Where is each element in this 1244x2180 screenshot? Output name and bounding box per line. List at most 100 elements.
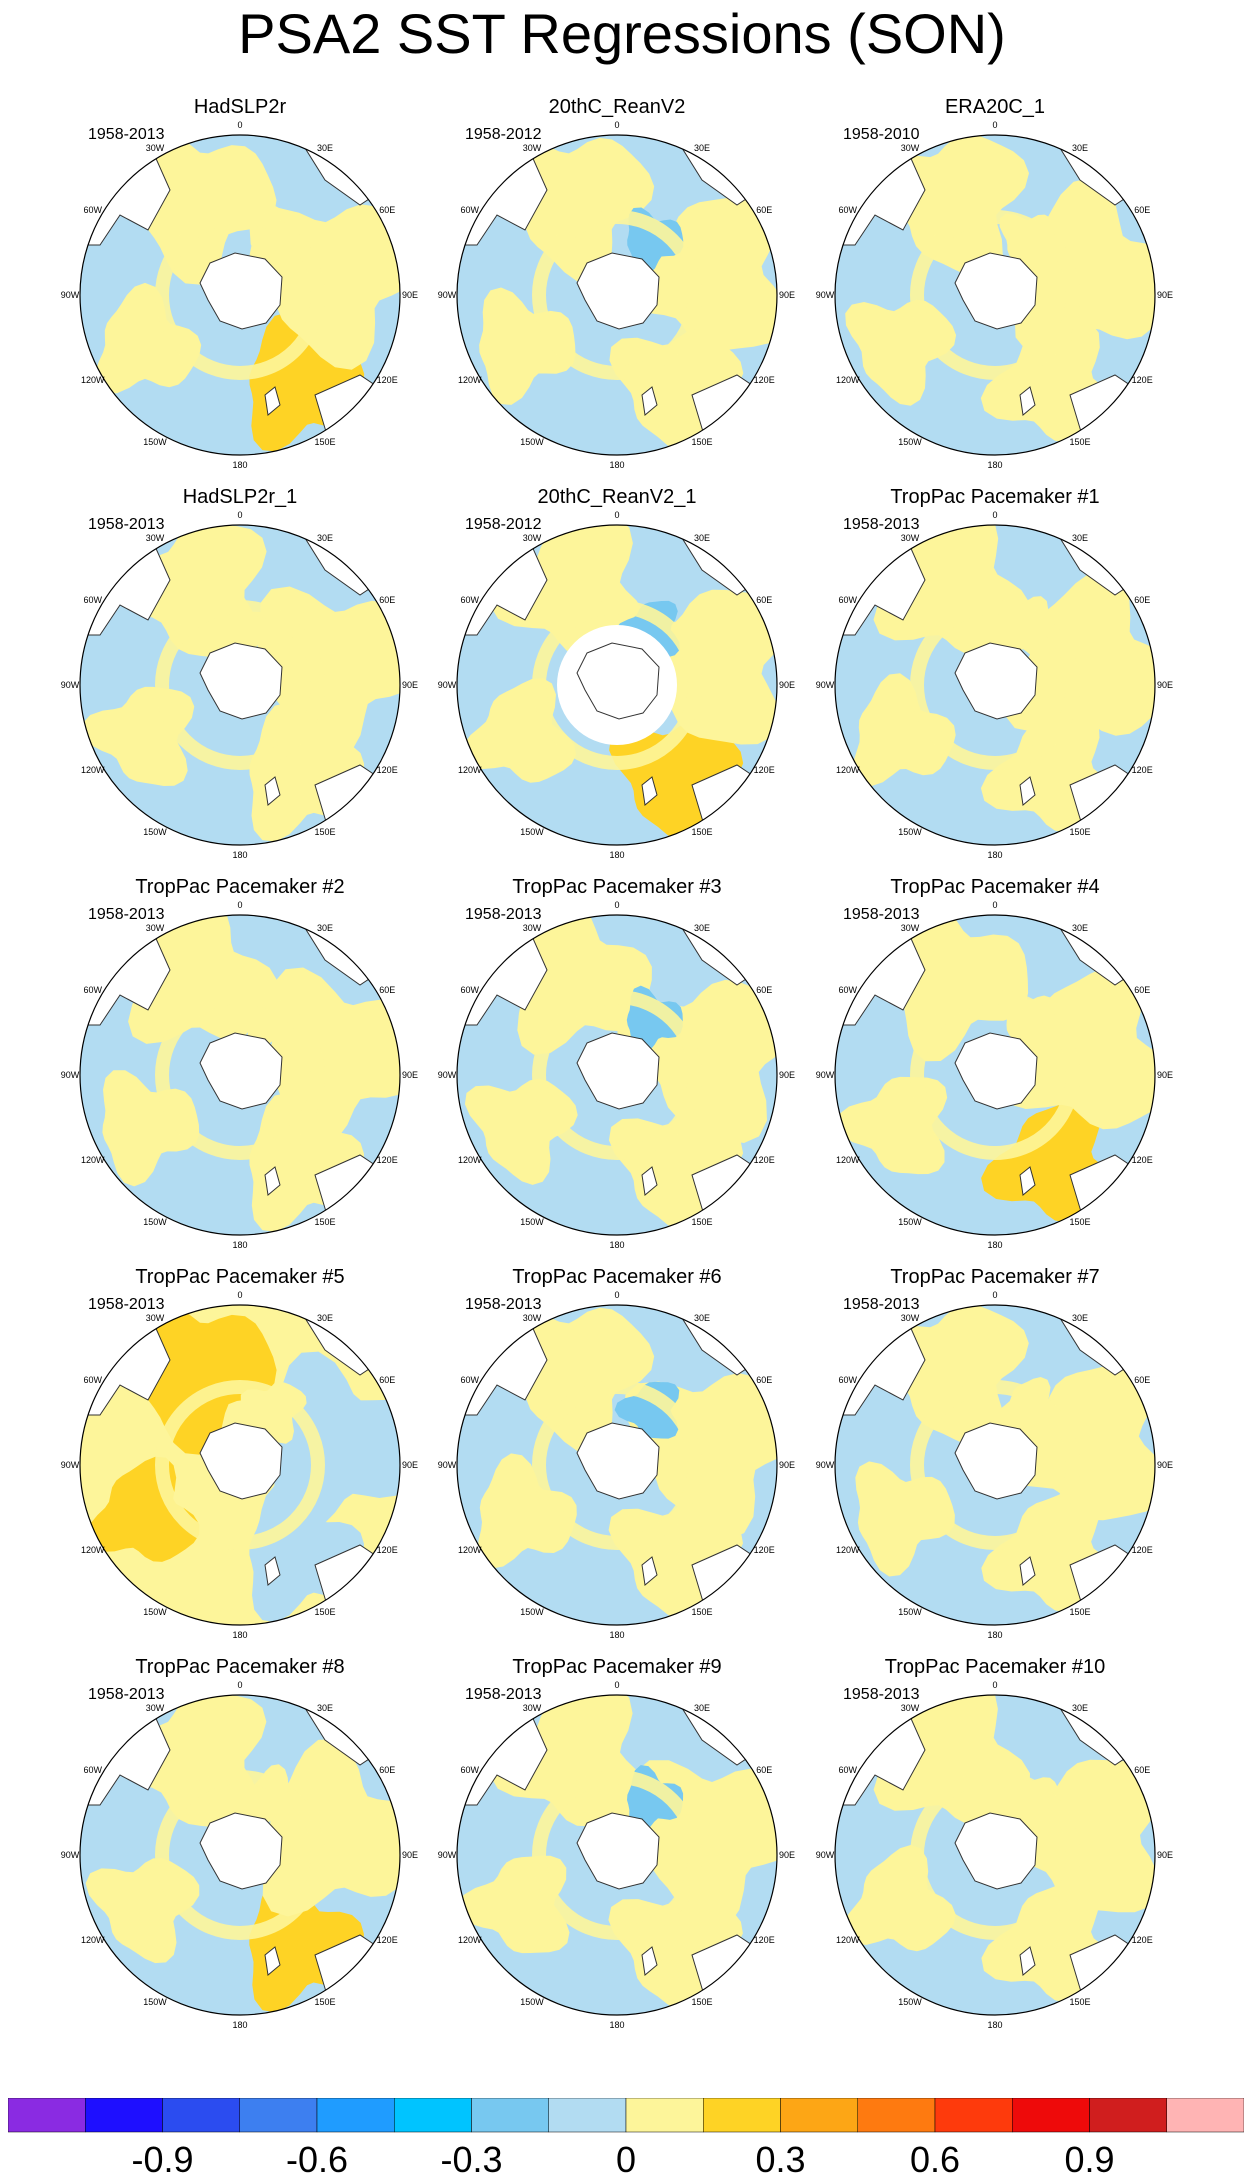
colorbar-swatch: [162, 2098, 240, 2133]
map-panel: HadSLP2r_1 1958-2013 0 30E 60E 90E 120E 150E 180…: [60, 485, 420, 875]
longitude-label: 30W: [901, 143, 920, 153]
panel-title: TropPac Pacemaker #9: [512, 1656, 722, 1678]
colorbar-tick-label: 0.9: [1064, 2139, 1115, 2180]
longitude-label: 180: [609, 1630, 624, 1640]
colorbar-swatch: [548, 2098, 627, 2133]
polar-map: 0 30E 60E 90E 120E 150E 180 150W 120W 90W 60W 30W: [816, 510, 1173, 860]
panel-title: TropPac Pacemaker #10: [884, 1656, 1106, 1678]
longitude-label: 30E: [317, 1313, 333, 1323]
longitude-label: 30W: [146, 1313, 165, 1323]
panel-period: 1958-2010: [843, 126, 920, 143]
polar-map: 0 30E 60E 90E 120E 150E 180 150W 120W 90W 60W 30W: [438, 120, 795, 470]
panel-period: 1958-2013: [843, 1296, 920, 1313]
longitude-label: 150E: [1069, 1607, 1090, 1617]
longitude-label: 30E: [694, 1313, 710, 1323]
longitude-label: 60E: [756, 985, 772, 995]
map-frame: [456, 524, 778, 846]
longitude-label: 150E: [314, 1997, 335, 2007]
colorbar-tick-label: -0.9: [131, 2139, 194, 2180]
anomaly-region: [873, 1695, 1030, 1825]
panel-title: HadSLP2r: [193, 96, 287, 118]
map-frame: [834, 134, 1156, 456]
longitude-label: 60W: [461, 205, 480, 215]
antarctica-landmass: [954, 1812, 1038, 1890]
panel-title: TropPac Pacemaker #2: [135, 876, 345, 898]
colorbar-tick-label: -0.6: [285, 2139, 349, 2180]
longitude-label: 30E: [694, 923, 710, 933]
panel-title: TropPac Pacemaker #1: [890, 486, 1100, 508]
map-frame: [456, 914, 778, 1236]
longitude-label: 60W: [461, 985, 480, 995]
map-panel: ERA20C_1 1958-2010 0 30E 60E 90E 120E 150E 180 15…: [815, 95, 1175, 485]
longitude-label: 30E: [317, 143, 333, 153]
map-frame: [834, 1694, 1156, 2016]
map-frame: [79, 134, 401, 456]
longitude-label: 90E: [1157, 290, 1173, 300]
longitude-label: 60W: [839, 1375, 858, 1385]
antarctica-landmass: [576, 1812, 660, 1890]
longitude-label: 90E: [779, 1460, 795, 1470]
longitude-label: 120W: [458, 1545, 482, 1555]
longitude-label: 150E: [314, 827, 335, 837]
longitude-label: 180: [609, 850, 624, 860]
longitude-label: 90W: [816, 1850, 835, 1860]
longitude-label: 0: [992, 1680, 997, 1690]
longitude-label: 90W: [61, 290, 80, 300]
panel-title: TropPac Pacemaker #4: [890, 876, 1100, 898]
map-frame: [456, 134, 778, 456]
colorbar-swatch: [239, 2098, 318, 2133]
longitude-label: 0: [992, 510, 997, 520]
longitude-label: 180: [609, 2020, 624, 2030]
longitude-label: 30E: [694, 143, 710, 153]
anomaly-region: [855, 1461, 955, 1577]
longitude-label: 0: [237, 900, 242, 910]
anomaly-region: [479, 287, 576, 405]
map-panel: TropPac Pacemaker #8 1958-2013 0 30E 60E 90E 1…: [60, 1655, 420, 2045]
longitude-label: 180: [232, 460, 247, 470]
longitude-label: 120E: [377, 1935, 398, 1945]
anomaly-region: [490, 525, 647, 657]
polar-map: 0 30E 60E 90E 120E 150E 180 150W 120W 90W 60W 30W: [438, 900, 795, 1250]
map-panel: 20thC_ReanV2 1958-2012 0 30E 60E 90E 120E 150E 1…: [437, 95, 797, 485]
map-panel: 20thC_ReanV2_1 1958-2012 0 30E 60E 90E 120E 150…: [437, 485, 797, 875]
longitude-label: 30W: [146, 533, 165, 543]
longitude-label: 30W: [146, 143, 165, 153]
longitude-label: 180: [609, 1240, 624, 1250]
anomaly-region: [95, 282, 202, 394]
panel-title: HadSLP2r_1: [182, 486, 298, 508]
longitude-label: 120W: [458, 765, 482, 775]
longitude-label: 150W: [143, 1217, 167, 1227]
longitude-label: 90E: [779, 1850, 795, 1860]
map-frame: [79, 914, 401, 1236]
longitude-label: 60W: [839, 1765, 858, 1775]
longitude-label: 60E: [379, 205, 395, 215]
anomaly-region: [517, 915, 652, 1055]
longitude-label: 60W: [461, 1375, 480, 1385]
colorbar-swatch: [316, 2098, 395, 2133]
antarctica-landmass: [576, 252, 660, 330]
longitude-label: 90W: [438, 1070, 457, 1080]
longitude-label: 90E: [402, 680, 418, 690]
longitude-label: 150W: [520, 1607, 544, 1617]
polar-map: 0 30E 60E 90E 120E 150E 180 150W 120W 90W 60W 30W: [61, 900, 418, 1250]
panel-period: 1958-2013: [843, 906, 920, 923]
longitude-label: 30E: [317, 923, 333, 933]
longitude-label: 30W: [523, 1703, 542, 1713]
longitude-label: 30E: [317, 533, 333, 543]
longitude-label: 30W: [523, 143, 542, 153]
polar-map: 0 30E 60E 90E 120E 150E 180 150W 120W 90W 60W 30W: [61, 1680, 418, 2030]
longitude-label: 120E: [754, 765, 775, 775]
longitude-label: 30E: [1072, 1313, 1088, 1323]
longitude-label: 90E: [1157, 1460, 1173, 1470]
map-frame: [79, 524, 401, 846]
panel-title: TropPac Pacemaker #5: [135, 1266, 345, 1288]
longitude-label: 30W: [901, 923, 920, 933]
longitude-label: 30W: [901, 1313, 920, 1323]
longitude-label: 60E: [1134, 1375, 1150, 1385]
longitude-label: 150W: [520, 827, 544, 837]
map-frame: [834, 914, 1156, 1236]
polar-map: 0 30E 60E 90E 120E 150E 180 150W 120W 90W 60W 30W: [438, 510, 795, 860]
longitude-label: 120E: [1132, 375, 1153, 385]
anomaly-region: [991, 1363, 1155, 1521]
longitude-label: 60W: [84, 1375, 103, 1385]
